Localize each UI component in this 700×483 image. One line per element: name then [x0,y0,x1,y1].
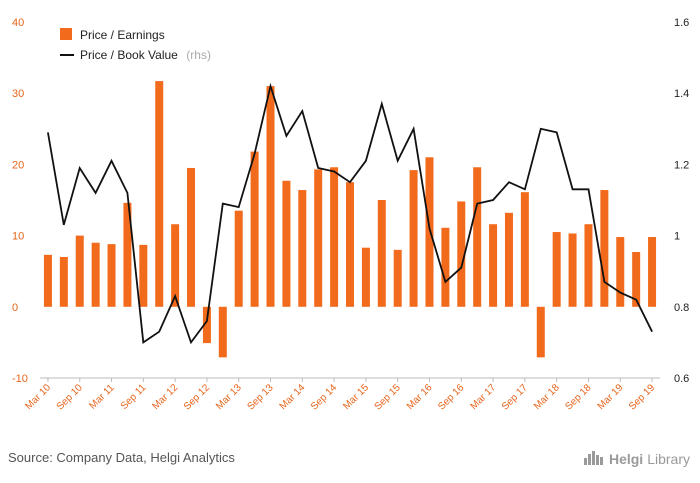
pe-bar [43,254,52,307]
pe-bar [202,306,211,344]
pe-bar [330,167,339,307]
pe-bar [632,251,641,307]
pe-bar [600,190,609,307]
brand-light: Library [647,450,690,467]
pe-bar [393,249,402,307]
pe-bar [584,224,593,307]
left-tick-label: 40 [12,17,24,29]
source-note: Source: Company Data, Helgi Analytics [8,450,235,465]
left-tick-label: 10 [12,231,24,243]
pe-bar [171,224,180,307]
pe-bar [59,256,68,307]
legend-bar-label: Price / Earnings [80,28,165,42]
pe-bar [187,167,196,307]
x-tick-label: Sep 14 [309,382,339,412]
x-tick-label: Sep 11 [119,382,149,412]
brand-logo[interactable]: Helgi Library [583,449,690,468]
right-tick-label: 0.8 [674,302,689,314]
legend-line-label: Price / Book Value [80,48,178,62]
bar-series-price-earnings [43,81,657,358]
x-tick-label: Mar 12 [150,382,180,412]
left-tick-label: -10 [12,373,28,385]
x-tick-label: Mar 18 [532,382,562,412]
pe-bar [409,170,418,307]
x-tick-label: Mar 17 [468,382,498,412]
pe-bar [218,306,227,358]
x-tick-label: Sep 16 [436,382,466,412]
left-tick-label: 0 [12,302,18,314]
x-tick-label: Mar 10 [23,382,53,412]
x-tick-label: Sep 10 [55,382,85,412]
pe-bar [361,247,370,307]
x-tick-label: Sep 13 [245,382,275,412]
pe-bar [648,237,657,307]
pe-bar [75,235,84,307]
pe-bar [282,180,291,307]
x-tick-label: Mar 19 [596,382,626,412]
x-tick-label: Mar 16 [405,382,435,412]
pe-bar [314,169,323,307]
x-tick-label: Mar 14 [278,382,308,412]
right-tick-label: 1 [674,231,680,243]
pe-bar [377,200,386,307]
x-tick-label: Sep 12 [182,382,212,412]
right-tick-label: 0.6 [674,373,689,385]
pe-bar [123,202,132,307]
pe-bar [250,151,259,307]
pe-bar [441,227,450,307]
pe-bar [234,210,243,307]
x-tick-label: Sep 15 [373,382,403,412]
right-tick-label: 1.4 [674,88,689,100]
x-tick-label: Mar 11 [87,382,117,412]
x-axis-ticks: Mar 10 Sep 10 Mar 11 Sep 11 Mar 12 Sep 12 Mar … [23,378,657,413]
brand-bold: Helgi [608,450,644,467]
x-tick-label: Sep 18 [563,382,593,412]
pe-bar [616,237,625,307]
pe-bar [473,167,482,307]
pe-bar [298,190,307,307]
pe-bar [139,244,148,307]
right-axis-ticks: 1.6 1.4 1.2 1 0.8 0.6 [674,17,689,385]
legend: Price / Earnings Price / Book Value (rhs… [60,28,211,63]
pe-bar [266,86,275,307]
x-tick-label: Sep 19 [627,382,657,412]
pe-bar [568,233,577,307]
left-tick-label: 30 [12,88,24,100]
right-tick-label: 1.2 [674,159,689,171]
pe-bar [536,306,545,358]
x-tick-label: Mar 13 [214,382,244,412]
library-icon [583,449,605,468]
pe-bar [91,242,100,307]
pe-bar [346,182,354,307]
line-series-price-book [47,82,653,345]
pe-bar [107,244,116,307]
left-axis-ticks: 40 30 20 10 0 -10 [12,17,28,385]
pe-bar [489,224,498,307]
pe-bar [425,157,434,307]
legend-bar-swatch [60,28,72,40]
legend-line-text: Price / Book Value (rhs) [80,46,211,63]
pe-bar [520,192,529,307]
x-tick-label: Sep 17 [500,382,530,412]
right-tick-label: 1.6 [674,17,689,29]
pe-bar [504,212,513,307]
left-tick-label: 20 [12,159,24,171]
legend-line-suffix: (rhs) [186,48,211,62]
x-tick-label: Mar 15 [341,382,371,412]
pe-bar [457,201,466,307]
pe-bar [552,232,561,307]
pe-bar [155,81,164,307]
